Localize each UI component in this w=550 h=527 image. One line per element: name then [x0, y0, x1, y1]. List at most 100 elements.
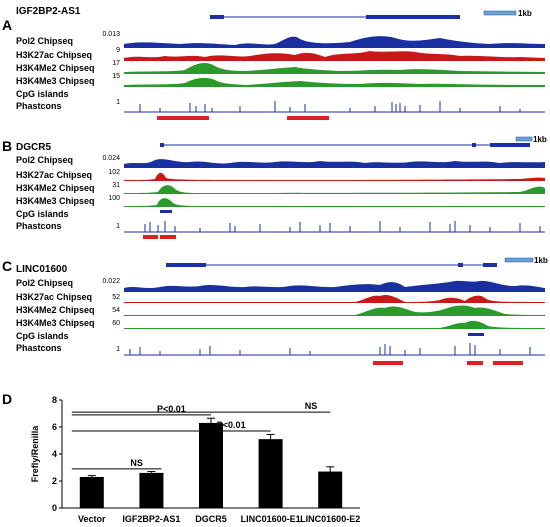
panel-b-conserved-region [160, 235, 176, 239]
panel-a-scale-bar [483, 10, 517, 16]
y-tick-label: 0 [52, 503, 57, 513]
panel-c-conserved-region [467, 361, 483, 365]
panel-b-pol2-signal [124, 159, 545, 168]
panel-b-gene-name: DGCR5 [16, 142, 51, 153]
panel-b-track-label: Pol2 Chipseq [16, 155, 73, 165]
panel-a-scale-label: 1kb [518, 9, 532, 18]
panel-a-letter: A [2, 17, 12, 33]
panel-a-gene-name: IGF2BP2-AS1 [16, 6, 81, 17]
panel-b-cpg-island [160, 210, 172, 213]
panel-d-chart: D Frefly/Renilla 0 2 4 6 8 Vector IGF2BP2-AS1 D… [2, 391, 360, 524]
panel-d-y-axis-label: Frefly/Renilla [30, 425, 40, 483]
panel-b-track-max: 0.024 [102, 155, 120, 162]
panel-c-scale-bar [504, 257, 534, 263]
y-tick-label: 4 [52, 449, 57, 459]
panel-b-track-label: H3K4Me2 Chipseq [16, 183, 95, 193]
panel-c: C LINC01600 1kb Pol2 Chipseq H3K27ac Chi… [2, 256, 548, 365]
bar [318, 471, 343, 508]
panel-a-phastcons-signal [139, 101, 521, 112]
panel-c-track-label: H3K4Me3 Chipseq [16, 318, 95, 328]
panel-c-pol2-signal [124, 280, 545, 292]
panel-c-gene-exon [483, 263, 497, 267]
panel-b-scale-label: 1kb [533, 135, 547, 144]
panel-c-gene-exon [458, 263, 463, 267]
panel-a-pol2-signal [124, 36, 545, 48]
x-tick-label: LINC01600-E1 [241, 514, 301, 524]
panel-c-h3k4me2-signal [124, 305, 545, 316]
panel-c-track-max: 52 [112, 294, 120, 301]
panel-b-phastcons-signal [144, 221, 541, 232]
bar [199, 422, 223, 508]
panel-c-h3k4me3-signal [124, 320, 545, 329]
panel-a-track-label: Phastcons [16, 101, 62, 111]
panel-a-track-max: 9 [116, 47, 120, 54]
panel-a-track-max: 1 [116, 99, 120, 106]
panel-c-gene-name: LINC01600 [16, 264, 68, 275]
panel-b-track-label: H3K27ac Chipseq [16, 170, 92, 180]
panel-b-track-max: 102 [108, 169, 120, 176]
panel-a-gene-exon [366, 15, 460, 19]
x-tick-label: IGF2BP2-AS1 [122, 514, 180, 524]
panel-b-track-max: 31 [112, 182, 120, 189]
panel-a-track-label: Pol2 Chipseq [16, 36, 73, 46]
panel-b-h3k4me3-signal [124, 198, 545, 207]
panel-b: B DGCR5 1kb Pol2 Chipseq H3K27ac Chipseq… [2, 135, 547, 239]
panel-c-gene-exon [166, 263, 206, 267]
panel-b-letter: B [2, 138, 12, 154]
panel-b-track-label: H3K4Me3 Chipseq [16, 196, 95, 206]
panel-c-letter: C [2, 258, 12, 274]
panel-a-track-max: 0.013 [102, 31, 120, 38]
y-tick-label: 6 [52, 422, 57, 432]
y-tick-label: 2 [52, 476, 57, 486]
panel-c-track-max: 1 [116, 346, 120, 353]
panel-b-h3k4me2-signal [124, 185, 545, 194]
panel-c-track-label: Pol2 Chipseq [16, 278, 73, 288]
panel-c-conserved-region [493, 361, 523, 365]
panel-a-gene-exon [210, 15, 224, 19]
panel-b-h3k27ac-signal [124, 172, 545, 181]
x-tick-label: Vector [78, 514, 106, 524]
x-tick-label: DGCR5 [195, 514, 227, 524]
panel-b-track-label: CpG islands [16, 209, 69, 219]
panel-b-track-max: 1 [116, 223, 120, 230]
panel-c-track-label: H3K27ac Chipseq [16, 292, 92, 302]
panel-c-track-max: 0.022 [102, 278, 120, 285]
panel-b-scale-bar [515, 136, 533, 142]
panel-a-track-label: H3K4Me2 Chipseq [16, 63, 95, 73]
panel-c-track-max: 54 [112, 307, 120, 314]
panel-a-h3k27ac-signal [124, 51, 545, 61]
panel-d-letter: D [2, 391, 12, 407]
panel-a-track-label: H3K27ac Chipseq [16, 50, 92, 60]
panel-c-phastcons-signal [129, 343, 531, 355]
panel-c-track-max: 60 [112, 320, 120, 327]
panel-a-track-label: H3K4Me3 Chipseq [16, 76, 95, 86]
bar [139, 472, 164, 508]
panel-a-h3k4me3-signal [124, 77, 545, 87]
panel-c-scale-label: 1kb [534, 256, 548, 265]
panel-c-track-label: CpG islands [16, 331, 69, 341]
comparison-label: P<0.01 [157, 404, 186, 414]
panel-c-track-label: Phastcons [16, 343, 62, 353]
x-tick-label: LINC01600-E2 [300, 514, 360, 524]
panel-b-track-max: 100 [108, 195, 120, 202]
panel-a-track-max: 15 [112, 73, 120, 80]
panel-b-gene-exon [160, 143, 164, 147]
comparison-label: P<0.01 [217, 420, 246, 430]
panel-b-conserved-region [143, 235, 158, 239]
panel-c-h3k27ac-signal [124, 294, 545, 303]
panel-a-track-label: CpG islands [16, 89, 69, 99]
panel-c-track-label: H3K4Me2 Chipseq [16, 305, 95, 315]
panel-c-conserved-region [373, 361, 403, 365]
panel-b-gene-exon [472, 143, 476, 147]
panel-b-track-label: Phastcons [16, 221, 62, 231]
panel-a-conserved-region [157, 116, 209, 120]
panel-b-gene-exon [490, 143, 530, 147]
comparison-label: NS [130, 458, 143, 468]
panel-a: A IGF2BP2-AS1 1kb Pol2 Chipseq H3K27ac C… [2, 6, 545, 120]
panel-a-h3k4me2-signal [124, 63, 545, 74]
bar [79, 476, 104, 508]
y-tick-label: 8 [52, 395, 57, 405]
panel-a-conserved-region [287, 116, 329, 120]
bar [258, 439, 283, 508]
